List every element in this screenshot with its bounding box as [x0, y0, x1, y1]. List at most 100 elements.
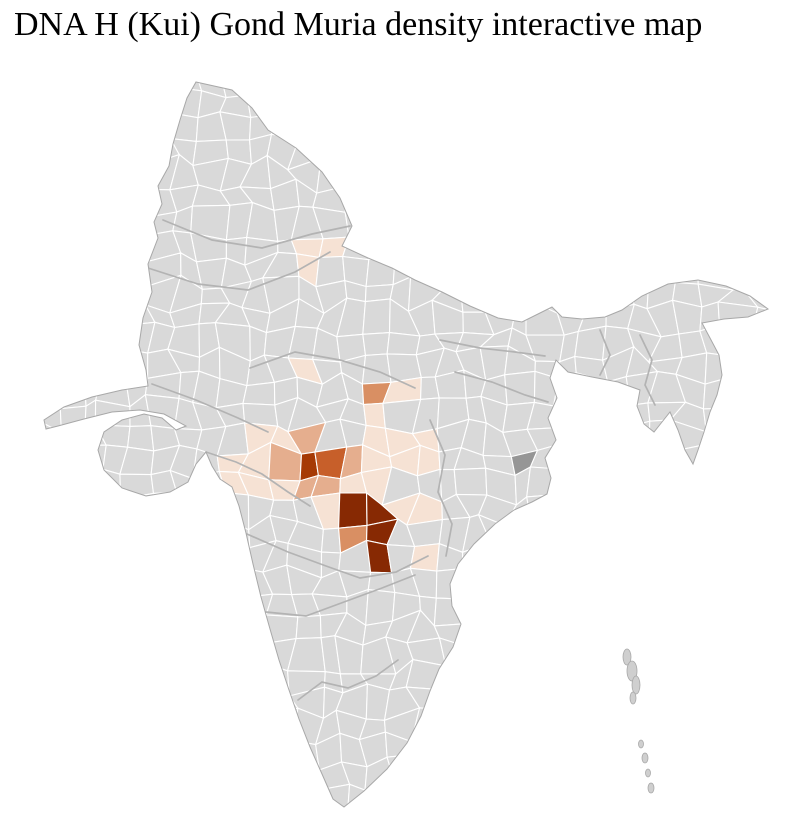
district-cell[interactable] [433, 185, 459, 215]
district-cell[interactable] [602, 685, 633, 723]
district-cell[interactable] [648, 610, 685, 644]
district-cell[interactable] [191, 519, 229, 545]
district-cell[interactable] [126, 61, 156, 92]
district-cell[interactable] [574, 128, 613, 169]
district-cell[interactable] [31, 213, 56, 230]
district-cell[interactable] [463, 634, 494, 674]
district-cell[interactable] [578, 567, 605, 592]
district-cell[interactable] [30, 543, 56, 573]
district-cell[interactable] [454, 785, 485, 812]
district-cell[interactable] [23, 634, 58, 668]
district-cell[interactable] [442, 806, 468, 827]
district-cell[interactable] [333, 82, 375, 120]
district-cell[interactable] [648, 638, 680, 669]
district-cell[interactable] [480, 586, 510, 627]
district-cell[interactable] [477, 567, 509, 601]
district-cell[interactable] [672, 254, 699, 285]
district-cell[interactable] [696, 59, 724, 92]
district-cell[interactable] [556, 280, 589, 315]
district-cell[interactable] [240, 637, 279, 669]
district-cell[interactable] [240, 657, 279, 695]
district-cell[interactable] [70, 140, 110, 164]
district-cell[interactable] [383, 806, 418, 827]
district-cell[interactable] [29, 683, 58, 711]
district-cell[interactable] [574, 252, 607, 282]
district-cell[interactable] [216, 802, 253, 827]
district-cell[interactable] [417, 156, 435, 187]
district-cell[interactable] [530, 780, 567, 811]
district-cell[interactable] [121, 262, 151, 287]
district-cell[interactable] [654, 186, 676, 210]
district-cell[interactable] [155, 514, 177, 542]
district-cell[interactable] [191, 491, 228, 524]
district-cell[interactable] [456, 153, 496, 193]
district-cell[interactable] [648, 419, 681, 459]
district-cell[interactable] [700, 471, 733, 495]
district-cell[interactable] [74, 755, 102, 789]
district-cell[interactable] [225, 593, 245, 616]
district-cell[interactable] [118, 644, 154, 667]
district-cell[interactable] [765, 374, 797, 410]
district-cell[interactable] [717, 614, 757, 638]
district-cell[interactable] [742, 257, 779, 290]
district-cell[interactable] [484, 274, 518, 313]
district-cell[interactable] [744, 354, 779, 380]
district-cell[interactable] [220, 684, 249, 720]
district-cell[interactable] [192, 810, 227, 827]
district-cell[interactable] [149, 573, 177, 603]
district-cell[interactable] [503, 567, 536, 603]
district-cell[interactable] [696, 233, 734, 256]
district-cell[interactable] [579, 587, 613, 618]
district-cell[interactable] [408, 234, 432, 265]
district-cell[interactable] [770, 473, 797, 505]
district-cell[interactable] [482, 230, 518, 264]
district-cell[interactable] [53, 327, 81, 359]
district-cell[interactable] [433, 762, 471, 793]
district-cell[interactable] [602, 252, 636, 283]
district-cell[interactable] [655, 666, 680, 697]
district-cell[interactable] [365, 155, 399, 184]
district-cell[interactable] [453, 185, 495, 219]
district-cell[interactable] [295, 762, 323, 791]
district-cell[interactable] [719, 186, 745, 208]
district-cell[interactable] [561, 664, 591, 698]
district-cell[interactable] [765, 516, 794, 555]
district-cell[interactable] [586, 279, 607, 311]
district-cell[interactable] [170, 810, 199, 827]
district-cell[interactable] [262, 707, 299, 741]
district-cell[interactable] [516, 161, 536, 182]
district-cell[interactable] [94, 274, 132, 300]
district-cell[interactable] [75, 682, 110, 723]
district-cell[interactable] [26, 402, 62, 434]
district-cell[interactable] [197, 633, 225, 672]
district-cell[interactable] [119, 164, 150, 190]
district-cell[interactable] [50, 182, 82, 215]
district-cell[interactable] [295, 615, 322, 640]
district-cell[interactable] [48, 445, 84, 470]
district-cell[interactable] [341, 154, 370, 187]
district-cell[interactable] [119, 514, 157, 551]
district-cell[interactable] [753, 394, 770, 431]
district-cell[interactable] [745, 658, 771, 692]
district-cell[interactable] [454, 706, 487, 738]
district-cell[interactable] [95, 212, 132, 235]
district-cell[interactable] [696, 206, 734, 242]
district-cell[interactable] [600, 93, 637, 123]
district-cell[interactable] [333, 70, 375, 97]
district-cell[interactable] [485, 681, 512, 714]
district-cell[interactable] [671, 813, 702, 827]
district-cell[interactable] [170, 537, 205, 576]
district-cell[interactable] [154, 82, 175, 114]
district-cell[interactable] [552, 400, 588, 434]
district-cell[interactable] [574, 420, 615, 456]
district-cell[interactable] [747, 614, 770, 638]
district-cell[interactable] [406, 203, 435, 239]
district-cell[interactable] [679, 89, 711, 116]
district-cell[interactable] [750, 716, 775, 747]
district-cell[interactable] [622, 154, 656, 194]
district-cell[interactable] [453, 467, 488, 496]
district-cell[interactable] [48, 228, 83, 263]
district-cell[interactable] [358, 109, 398, 145]
district-cell[interactable] [262, 736, 297, 764]
district-cell[interactable] [778, 450, 797, 477]
